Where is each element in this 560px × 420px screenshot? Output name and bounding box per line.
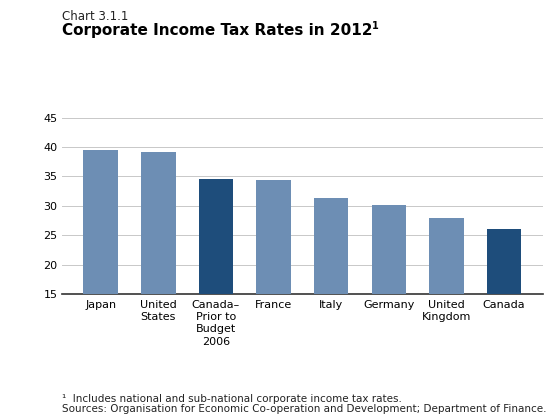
Bar: [429, 218, 464, 294]
Bar: [371, 205, 406, 294]
Text: ¹  Includes national and sub-national corporate income tax rates.: ¹ Includes national and sub-national cor…: [62, 394, 402, 404]
Bar: [487, 229, 521, 294]
Bar: [256, 180, 291, 294]
Bar: [199, 179, 234, 294]
Text: Sources: Organisation for Economic Co-operation and Development; Department of F: Sources: Organisation for Economic Co-op…: [62, 404, 546, 414]
Text: 1: 1: [372, 21, 379, 31]
Text: Corporate Income Tax Rates in 2012: Corporate Income Tax Rates in 2012: [62, 23, 372, 38]
Bar: [314, 197, 348, 294]
Text: Chart 3.1.1: Chart 3.1.1: [62, 10, 128, 24]
Bar: [83, 150, 118, 294]
Bar: [141, 152, 176, 294]
